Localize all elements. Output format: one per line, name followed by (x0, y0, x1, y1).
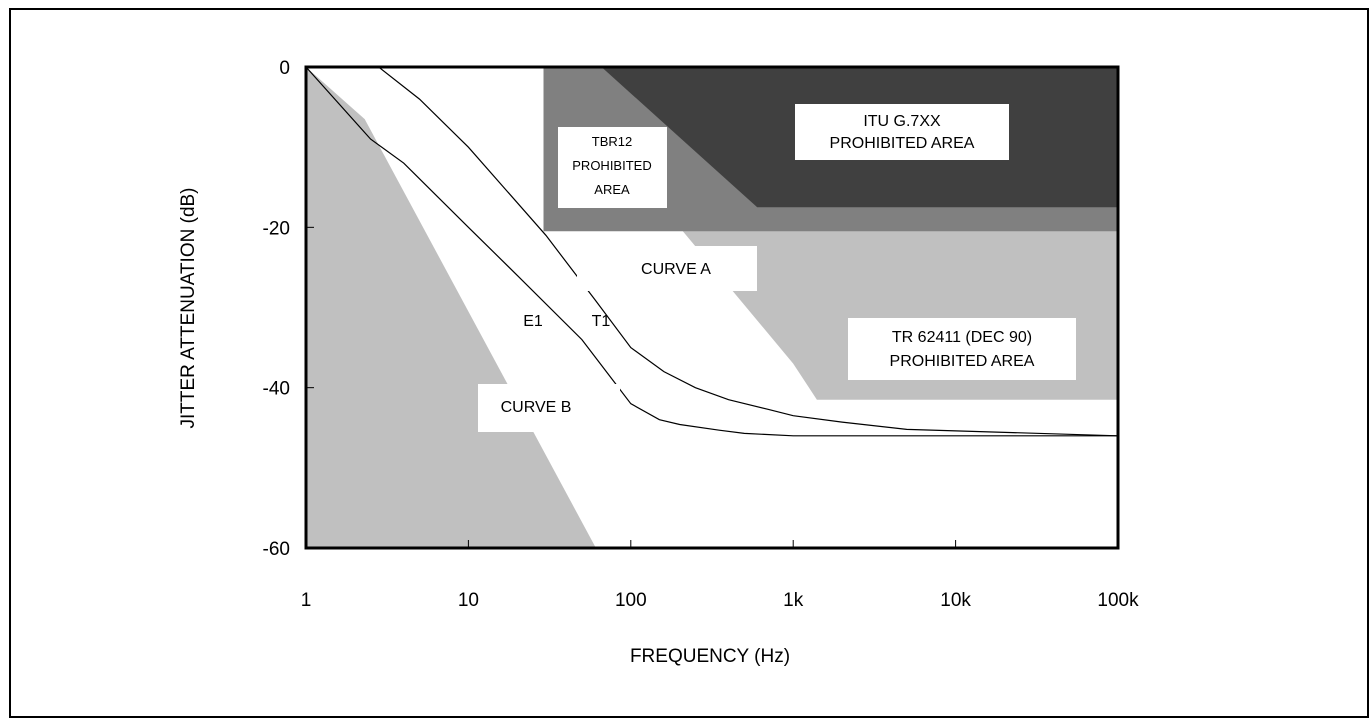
annotation-tbr12-prohibited-area-label: PROHIBITED (572, 158, 651, 173)
x-tick-label: 1k (783, 590, 804, 611)
annotation-t1-label: T1 (592, 313, 611, 330)
series-curve-a (305, 66, 1118, 437)
series-curve-b (306, 66, 1119, 437)
y-tick-label: -40 (263, 379, 290, 400)
annotation-tr-62411-dec-90-prohibited-area-label: PROHIBITED AREA (890, 353, 1035, 370)
annotation-itu-g-7xx-prohibited-area-box (795, 104, 1009, 160)
curves (305, 66, 1119, 437)
annotation-tr-62411-dec-90-prohibited-area-label: TR 62411 (DEC 90) (892, 329, 1032, 346)
annotation-curve-a-label: CURVE A (641, 261, 711, 278)
annotation-curve-b-label: CURVE B (501, 399, 572, 416)
y-tick-label: 0 (279, 58, 290, 79)
y-axis-ticks: 0 -20 -40 -60 (263, 58, 314, 560)
annotation-tbr12-prohibited-area-label: TBR12 (592, 134, 632, 149)
x-tick-label: 10 (458, 590, 479, 611)
y-tick-label: -20 (263, 218, 290, 239)
x-tick-label: 100k (1097, 590, 1139, 611)
annotation-itu-g-7xx-prohibited-area-label: PROHIBITED AREA (830, 135, 975, 152)
x-tick-label: 10k (940, 590, 971, 611)
x-axis-ticks: 1 10 100 1k 10k 100k (301, 540, 1139, 611)
annotation-curve-a-box (577, 246, 757, 291)
annotation-itu-g-7xx-prohibited-area-label: ITU G.7XX (863, 113, 941, 130)
annotation-curve-b-box (478, 384, 620, 432)
annotation-e1-label: E1 (523, 313, 543, 330)
annotation-tr-62411-dec-90-prohibited-area-box (848, 318, 1076, 380)
x-tick-label: 1 (301, 590, 312, 611)
plot-border (304, 65, 1120, 550)
y-axis-title: JITTER ATTENUATION (dB) (178, 187, 199, 428)
annotation-tbr12-prohibited-area-box (558, 127, 667, 208)
annotations: CURVE A CURVE B E1 T1 TBR12 PROHIBITED AREA ITU… (478, 104, 1076, 432)
y-tick-label: -60 (263, 539, 290, 560)
x-tick-label: 100 (615, 590, 647, 611)
annotation-tbr12-prohibited-area-label: AREA (594, 182, 630, 197)
x-axis-title: FREQUENCY (Hz) (630, 646, 790, 667)
